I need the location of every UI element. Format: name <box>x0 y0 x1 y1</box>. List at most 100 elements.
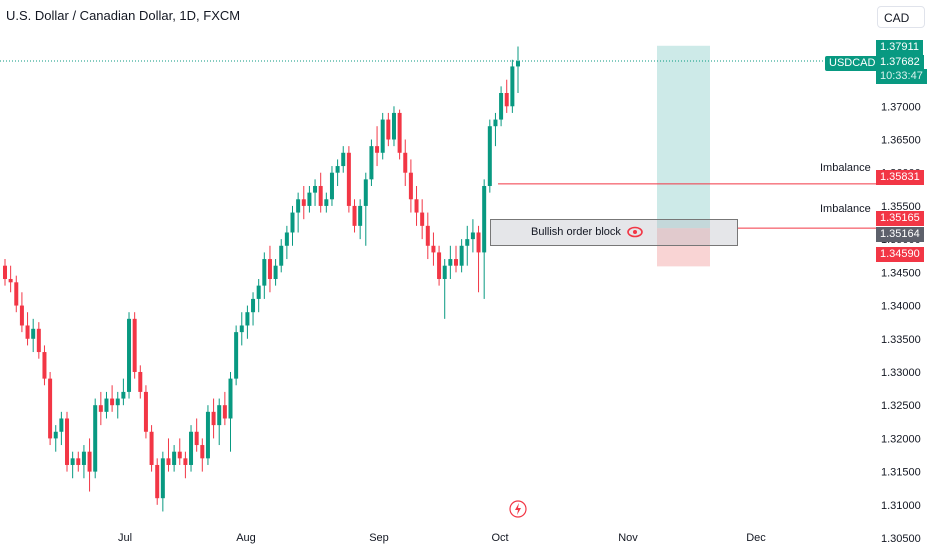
candle-body <box>318 185 323 206</box>
chart-title: U.S. Dollar / Canadian Dollar, 1D, FXCM <box>6 8 241 23</box>
currency-button[interactable]: CAD <box>877 6 925 28</box>
candle-body <box>228 378 233 419</box>
candle-body <box>76 458 81 465</box>
countdown-label: 10:33:47 <box>876 69 927 84</box>
candle-body <box>465 239 470 246</box>
lightning-icon[interactable] <box>509 500 527 518</box>
candle-body <box>205 411 210 459</box>
y-tick-label: 1.34000 <box>881 301 921 313</box>
candle-body <box>476 232 481 253</box>
candle-body <box>115 398 120 406</box>
candle-body <box>482 185 487 253</box>
candle-body <box>499 92 504 120</box>
candle-body <box>245 312 250 326</box>
candle-body <box>442 265 447 279</box>
candle-body <box>53 431 58 439</box>
y-tick-label: 1.32500 <box>881 400 921 412</box>
candle-body <box>183 458 188 465</box>
candle-body <box>358 205 363 226</box>
candle-body <box>397 112 402 153</box>
candle-body <box>380 119 385 153</box>
candle-body <box>431 245 436 253</box>
target-low-price-label: 1.34590 <box>876 247 924 262</box>
candle-body <box>329 172 334 200</box>
candle-body <box>504 92 509 107</box>
x-tick-label: Aug <box>236 532 256 544</box>
symbol-label: USDCAD <box>825 56 880 71</box>
candle-body <box>48 378 53 439</box>
eye-icon[interactable] <box>627 225 643 239</box>
candle-body <box>8 278 13 283</box>
y-tick-label: 1.33500 <box>881 334 921 346</box>
candle-body <box>70 458 75 465</box>
y-tick-label: 1.31000 <box>881 500 921 512</box>
last-price-label: 1.37682 <box>876 55 924 70</box>
y-tick-label: 1.33000 <box>881 367 921 379</box>
candle-body <box>234 332 239 379</box>
candle-body <box>166 458 171 465</box>
y-tick-label: 1.37000 <box>881 101 921 113</box>
order-block-price-label: 1.35164 <box>876 227 924 242</box>
candle-body <box>459 245 464 266</box>
candle-body <box>487 126 492 186</box>
y-tick-label: 1.31500 <box>881 467 921 479</box>
y-tick-label: 1.36500 <box>881 134 921 146</box>
x-tick-label: Sep <box>369 532 389 544</box>
x-tick-label: Nov <box>618 532 638 544</box>
candle-body <box>104 398 109 412</box>
candle-body <box>267 259 272 279</box>
candle-body <box>160 458 165 499</box>
imbalance-2-text: Imbalance <box>820 203 871 215</box>
target-zone[interactable] <box>657 45 710 229</box>
y-tick-label: 1.30500 <box>881 533 921 545</box>
imbalance-1-price-label: 1.35831 <box>876 170 924 185</box>
candle-body <box>110 398 115 406</box>
candle-body <box>307 192 312 206</box>
candle-body <box>177 451 182 459</box>
candle-body <box>284 232 289 246</box>
candle-body <box>313 185 318 193</box>
stop-zone[interactable] <box>657 228 710 267</box>
candle-body <box>217 405 222 426</box>
candle-body <box>127 318 132 392</box>
order-block-box[interactable] <box>490 219 738 246</box>
candle-body <box>453 259 458 266</box>
candle-body <box>262 259 267 286</box>
candle-body <box>3 265 7 279</box>
candle-body <box>296 199 301 213</box>
candle-body <box>510 66 515 107</box>
candle-body <box>493 119 498 127</box>
y-tick-label: 1.34500 <box>881 267 921 279</box>
candle-body <box>222 405 227 419</box>
candle-body <box>437 252 442 279</box>
candle-body <box>65 418 70 465</box>
candle-body <box>363 179 368 206</box>
imbalance-1-text: Imbalance <box>820 162 871 174</box>
high-price-label: 1.37911 <box>876 40 923 55</box>
candle-body <box>121 391 126 399</box>
candle-body <box>341 152 346 167</box>
candle-body <box>189 431 194 465</box>
candle-body <box>143 391 148 432</box>
candle-body <box>279 245 284 266</box>
y-tick-label: 1.32000 <box>881 433 921 445</box>
candle-body <box>403 152 408 173</box>
candle-body <box>425 225 430 246</box>
candle-body <box>335 166 340 173</box>
candle-body <box>301 199 306 206</box>
x-tick-label: Oct <box>491 532 508 544</box>
candle-body <box>172 451 177 465</box>
candle-body <box>414 199 419 213</box>
candle-body <box>391 112 396 140</box>
candle-body <box>256 285 261 299</box>
candle-body <box>31 328 36 339</box>
candle-body <box>14 282 19 306</box>
candle-body <box>19 305 24 326</box>
candle-body <box>273 265 278 279</box>
candle-body <box>98 405 103 412</box>
candle-body <box>36 328 41 353</box>
x-axis: Jul Aug Sep Oct Nov Dec <box>118 532 766 544</box>
candles-group <box>3 46 520 512</box>
candle-body <box>200 445 205 459</box>
